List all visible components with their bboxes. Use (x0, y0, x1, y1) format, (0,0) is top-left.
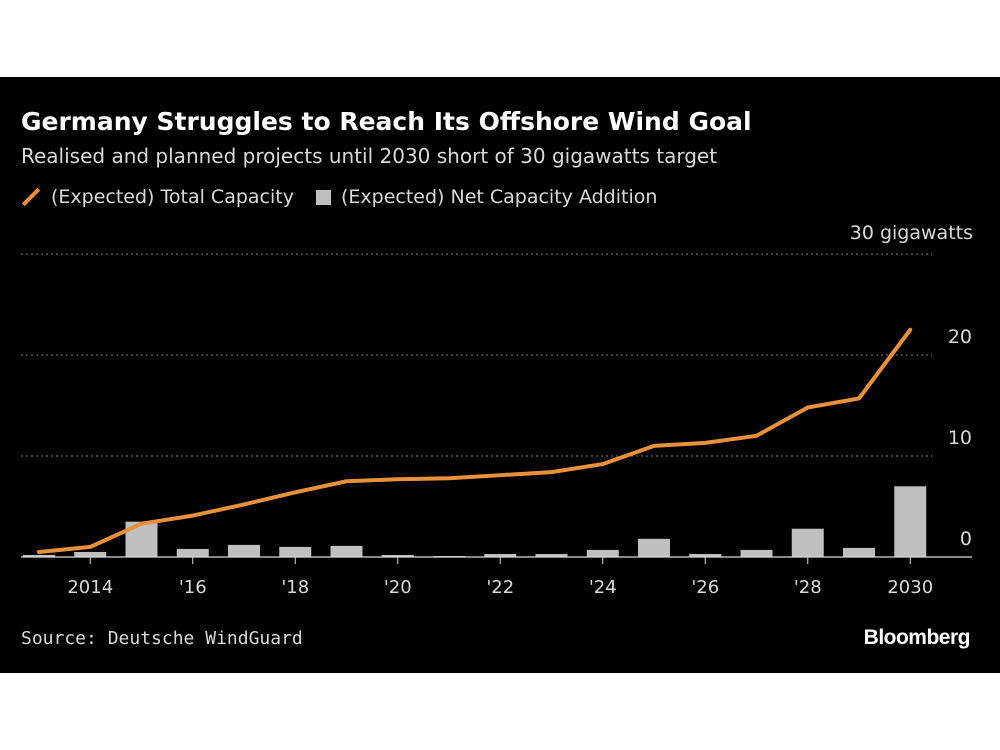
x-tick-label: 2030 (887, 577, 933, 598)
y-axis-unit-label: 30 gigawatts (849, 222, 973, 244)
x-tick-label: '28 (794, 577, 822, 598)
bar (638, 538, 670, 557)
y-tick-label: 0 (960, 528, 972, 550)
bar (586, 549, 619, 557)
legend-label-total-capacity: (Expected) Total Capacity (51, 186, 294, 208)
x-tick-label: '22 (486, 577, 514, 598)
bar (279, 546, 312, 557)
bar-swatch-icon (315, 189, 331, 205)
y-tick-label: 10 (948, 427, 972, 449)
legend-item-net-addition: (Expected) Net Capacity Addition (315, 186, 658, 208)
x-tick-label: '26 (691, 577, 719, 598)
y-tick-label: 20 (948, 326, 972, 348)
legend-label-net-addition: (Expected) Net Capacity Addition (340, 186, 658, 208)
bar (689, 553, 722, 557)
bar (843, 547, 875, 557)
bar (23, 554, 55, 557)
bar (381, 554, 414, 557)
legend-item-total-capacity: (Expected) Total Capacity (21, 186, 294, 208)
bar (330, 545, 363, 557)
bar (535, 553, 568, 557)
bar (74, 551, 107, 557)
source-note: Source: Deutsche WindGuard (21, 628, 303, 649)
x-tick-label: '16 (179, 577, 207, 598)
bar (176, 548, 209, 557)
chart-title: Germany Struggles to Reach Its Offshore … (21, 107, 752, 136)
x-tick-label: 2014 (67, 577, 113, 598)
x-tick-label: '24 (589, 577, 617, 598)
legend: (Expected) Total Capacity (Expected) Net… (21, 186, 679, 208)
chart-panel: Germany Struggles to Reach Its Offshore … (0, 77, 1000, 673)
bar (740, 549, 773, 557)
bar (484, 553, 517, 557)
chart-subtitle: Realised and planned projects until 2030… (21, 144, 718, 168)
bar (228, 544, 260, 557)
x-tick-label: '18 (281, 577, 309, 598)
bar (894, 486, 927, 557)
x-tick-label: '20 (384, 577, 412, 598)
total-capacity-line (37, 327, 913, 554)
chart-plot: 0 10 20 2014 '16 '18 '20 '22 '24 '26 '28 2030 (21, 253, 972, 598)
bar (791, 528, 824, 557)
bloomberg-logo: Bloomberg (863, 626, 971, 649)
